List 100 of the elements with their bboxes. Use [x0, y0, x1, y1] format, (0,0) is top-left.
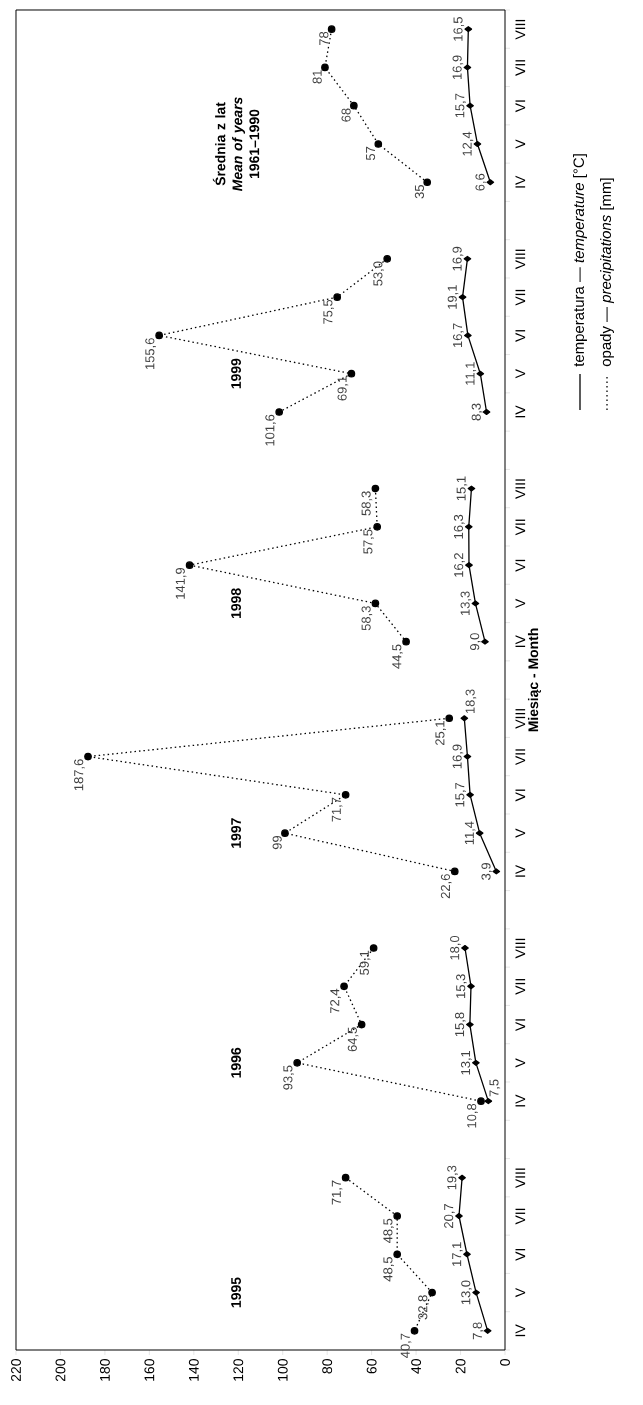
point	[383, 254, 392, 263]
y-tick-label: IV	[515, 1094, 526, 1107]
data-label: 48,5	[383, 1218, 394, 1244]
point	[373, 523, 382, 531]
data-label: 16,5	[453, 17, 465, 41]
data-label: 53,0	[373, 261, 384, 286]
data-label: 58,3	[361, 606, 373, 631]
point	[471, 600, 480, 607]
data-label: 57	[366, 146, 376, 161]
point	[445, 714, 454, 723]
y-tick-label: VI	[515, 330, 526, 342]
text: temperatura — temperature [°C]	[573, 154, 587, 367]
annotation: 1996	[231, 1047, 241, 1078]
point	[476, 370, 485, 377]
y-tick-label: VI	[515, 1019, 526, 1032]
point	[350, 101, 358, 110]
point	[466, 1021, 474, 1028]
x-tick-label: 80	[322, 1359, 333, 1374]
point	[357, 1020, 366, 1029]
point	[341, 791, 350, 799]
data-label: 11,4	[464, 821, 476, 845]
point	[84, 752, 92, 761]
point	[393, 1212, 402, 1220]
data-label: 16,9	[452, 246, 464, 271]
data-label: 44,5	[392, 644, 403, 669]
data-label: 19,1	[447, 285, 459, 309]
point	[455, 1212, 463, 1220]
point	[369, 944, 378, 952]
data-label: 48,5	[383, 1257, 394, 1282]
point	[463, 1251, 471, 1258]
data-label: 16,7	[452, 323, 464, 348]
data-label: 7,8	[472, 1322, 484, 1340]
point	[402, 637, 410, 646]
data-label: 20,7	[444, 1204, 455, 1228]
y-tick-label: IV	[515, 635, 526, 648]
y-tick-label: V	[515, 598, 526, 609]
data-label: 15,7	[455, 93, 466, 118]
annotation: 1995	[231, 1277, 241, 1308]
x-tick-label: 20	[455, 1359, 466, 1374]
data-label: 68	[341, 108, 351, 122]
data-label: 19,3	[447, 1165, 458, 1190]
data-label: 58,3	[361, 491, 373, 516]
data-label: 22,6	[440, 874, 452, 899]
data-label: 155,6	[145, 338, 156, 370]
data-label: 69,1	[337, 376, 349, 401]
point	[423, 178, 432, 187]
point	[486, 179, 495, 186]
data-label: 15,7	[455, 782, 466, 807]
point	[281, 829, 289, 837]
y-tick-label: VI	[515, 1248, 526, 1261]
annotation: 1998	[231, 588, 241, 619]
data-label: 16,2	[454, 553, 465, 577]
point	[327, 25, 336, 33]
point	[458, 1174, 466, 1181]
data-label: 17,1	[452, 1242, 463, 1266]
y-axis-title: Miesiąc - Month	[527, 628, 541, 732]
point	[463, 753, 472, 760]
point	[155, 331, 163, 340]
data-label: 72,4	[330, 988, 341, 1014]
y-tick-label: V	[515, 828, 526, 838]
point	[465, 562, 473, 569]
data-label: 71,7	[331, 797, 343, 822]
data-label: 9,0	[470, 633, 481, 651]
data-label: 18,3	[465, 689, 477, 714]
data-label: 40,7	[400, 1333, 412, 1358]
x-tick-label: 220	[11, 1359, 21, 1382]
x-tick-label: 180	[99, 1359, 110, 1381]
data-label: 32,8	[418, 1295, 429, 1320]
data-label: 12,4	[462, 131, 474, 156]
x-tick-label: 60	[366, 1359, 377, 1374]
point	[374, 140, 383, 148]
annotation: 1999	[231, 358, 241, 389]
point	[466, 791, 474, 798]
point	[492, 868, 501, 875]
y-tick-label: VII	[515, 749, 526, 766]
point	[410, 1327, 419, 1335]
x-tick-label: 100	[277, 1359, 288, 1381]
data-label: 101,6	[265, 414, 276, 446]
point	[340, 982, 348, 991]
point	[461, 944, 469, 952]
x-tick-label: 200	[55, 1359, 66, 1382]
data-label: 187,6	[74, 759, 85, 791]
x-tick-label: 160	[144, 1359, 155, 1381]
y-tick-label: V	[515, 369, 526, 379]
y-tick-label: V	[515, 1058, 526, 1068]
y-tick-label: IV	[515, 1324, 526, 1337]
point	[467, 485, 476, 492]
point	[321, 63, 329, 72]
data-label: 3,9	[481, 863, 493, 880]
y-tick-label: V	[515, 1287, 526, 1298]
y-tick-label: VII	[515, 289, 526, 306]
point	[341, 1173, 350, 1182]
point	[464, 332, 472, 339]
data-label: 75,5	[323, 299, 334, 324]
data-label: 78	[319, 31, 329, 46]
y-tick-label: VIII	[515, 938, 526, 959]
y-tick-label: VIII	[515, 19, 526, 40]
data-label: 59,1	[359, 950, 371, 975]
data-label: 64,5	[347, 1027, 359, 1052]
x-tick-label: 40	[411, 1359, 422, 1374]
